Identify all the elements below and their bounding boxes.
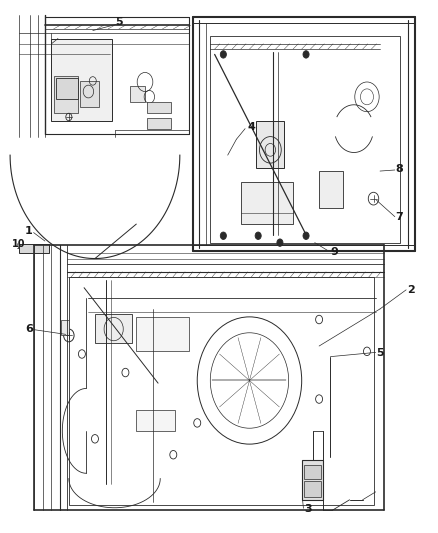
Circle shape [303, 51, 309, 58]
Bar [302, 460, 323, 500]
Bar [136, 317, 188, 351]
Text: 5: 5 [377, 348, 384, 358]
Bar [130, 86, 145, 102]
Text: 5: 5 [115, 17, 123, 27]
Bar [51, 38, 113, 120]
Bar [61, 319, 69, 335]
Text: 2: 2 [407, 285, 415, 295]
Bar [56, 78, 78, 100]
Bar [147, 102, 171, 113]
Bar [19, 244, 49, 253]
Circle shape [255, 232, 261, 239]
Bar [304, 465, 321, 479]
Bar [80, 81, 99, 108]
Bar [256, 120, 284, 168]
Text: 6: 6 [25, 324, 33, 334]
Circle shape [220, 51, 226, 58]
Bar [147, 118, 171, 128]
Text: 7: 7 [396, 212, 403, 222]
Text: 8: 8 [396, 165, 403, 174]
Bar [241, 182, 293, 224]
Text: 4: 4 [247, 122, 255, 132]
Bar [210, 36, 399, 243]
Bar [53, 76, 78, 113]
Circle shape [220, 232, 226, 239]
Bar [304, 481, 321, 497]
Bar [319, 171, 343, 208]
Bar [10, 12, 188, 142]
Circle shape [303, 232, 309, 239]
Bar [136, 410, 176, 431]
Text: 9: 9 [330, 247, 338, 257]
Bar [95, 314, 132, 343]
Bar [69, 277, 374, 505]
Text: 1: 1 [25, 226, 33, 236]
Text: 10: 10 [12, 239, 26, 249]
Text: 3: 3 [304, 504, 311, 514]
Circle shape [277, 239, 283, 246]
